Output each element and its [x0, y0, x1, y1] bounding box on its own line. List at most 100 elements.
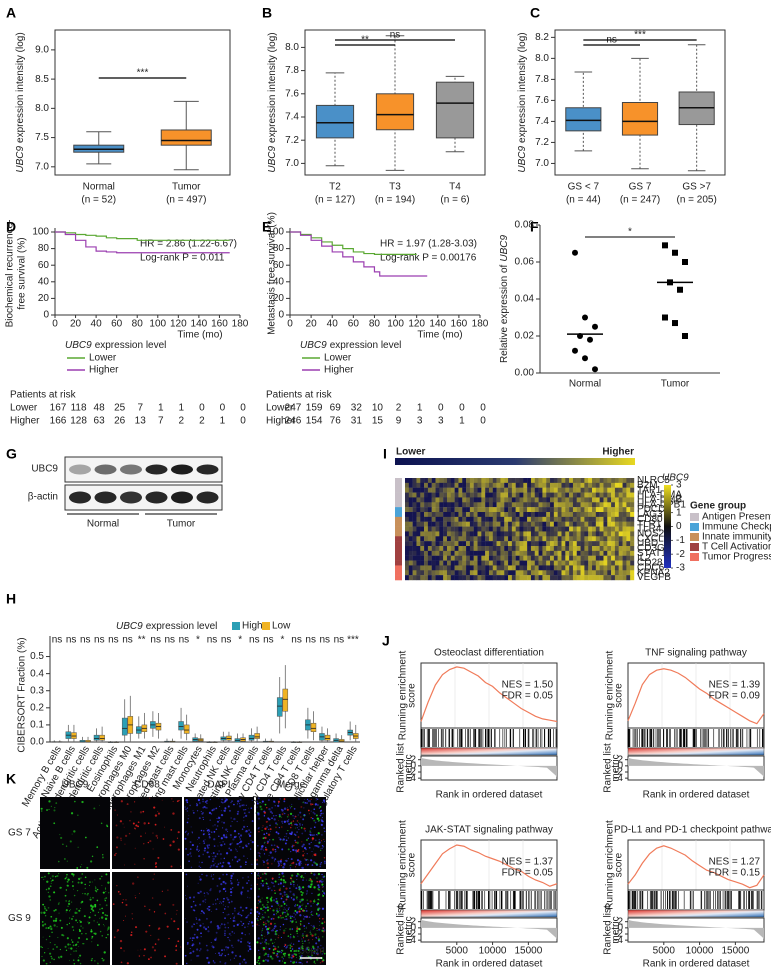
- y-tick-label: 0: [43, 310, 49, 321]
- risk-value: 76: [330, 416, 342, 427]
- heat-cell: [416, 541, 421, 547]
- risk-value: 13: [135, 416, 147, 427]
- signal-dot: [156, 837, 159, 839]
- y-tick-label: 0.1: [30, 720, 44, 731]
- heat-cell: [611, 575, 616, 581]
- heat-cell: [405, 497, 410, 503]
- heat-cell: [450, 487, 455, 493]
- signal-dot: [278, 908, 280, 910]
- point: [587, 336, 593, 343]
- signal-dot: [297, 906, 300, 909]
- heat-cell: [511, 521, 516, 527]
- heat-cell: [473, 487, 478, 493]
- signal-dot: [278, 873, 281, 876]
- signal-dot: [301, 940, 304, 943]
- heat-cell: [534, 487, 539, 493]
- heat-cell: [561, 492, 566, 498]
- heat-cell: [469, 541, 474, 547]
- y-tick-label: 0.0: [30, 737, 44, 748]
- signal-dot: [227, 927, 229, 929]
- heat-cell: [626, 512, 631, 518]
- signal-dot: [237, 842, 240, 845]
- heat-cell: [592, 550, 597, 556]
- y-tick-label: 8.0: [285, 42, 299, 53]
- heat-cell: [584, 536, 589, 542]
- signal-dot: [266, 842, 269, 844]
- signal-dot: [192, 900, 195, 903]
- risk-value: 26: [114, 416, 126, 427]
- signal-dot: [273, 913, 275, 916]
- signal-dot: [317, 884, 320, 887]
- heat-cell: [416, 575, 421, 581]
- signal-dot: [201, 910, 203, 913]
- heat-cell: [553, 565, 558, 571]
- heat-cell: [515, 575, 520, 581]
- heat-cell: [599, 512, 604, 518]
- signal-dot: [78, 945, 80, 947]
- heat-cell: [584, 516, 589, 522]
- heat-cell: [595, 550, 600, 556]
- signal-dot: [284, 962, 287, 964]
- signal-dot: [221, 827, 224, 829]
- signal-dot: [212, 860, 214, 863]
- heat-cell: [427, 512, 432, 518]
- gene-label: NLRC5: [637, 475, 670, 486]
- heat-cell: [416, 546, 421, 552]
- heat-cell: [405, 555, 410, 561]
- signal-dot: [240, 937, 243, 940]
- heat-cell: [592, 512, 597, 518]
- heat-cell: [424, 526, 429, 532]
- heat-cell: [424, 565, 429, 571]
- metric-label: Ranked list: [603, 905, 614, 955]
- heat-cell: [450, 531, 455, 537]
- signal-dot: [321, 833, 323, 836]
- signal-dot: [79, 919, 81, 922]
- point: [572, 347, 578, 354]
- signal-dot: [249, 942, 251, 944]
- signal-dot: [304, 931, 306, 933]
- signal-dot: [223, 821, 226, 824]
- signal-dot: [193, 909, 196, 912]
- signal-dot: [295, 896, 298, 899]
- heat-cell: [469, 512, 474, 518]
- x-tick-label: 80: [369, 319, 381, 330]
- heat-cell: [416, 555, 421, 561]
- gene-label: IL2: [637, 553, 651, 564]
- signal-dot: [198, 892, 200, 894]
- y-tick-label: 0.08: [515, 220, 535, 231]
- heat-cell: [462, 550, 467, 556]
- heat-cell: [603, 575, 608, 581]
- heat-cell: [553, 550, 558, 556]
- gene-label: VEGFB: [637, 572, 671, 583]
- heat-cell: [473, 531, 478, 537]
- risk-value: 0: [480, 403, 486, 414]
- signal-dot: [201, 812, 204, 815]
- heat-cell: [515, 531, 520, 537]
- signal-dot: [317, 902, 320, 905]
- signal-dot: [222, 900, 225, 903]
- signal-dot: [91, 935, 94, 938]
- panel-letter: E: [262, 219, 271, 235]
- heat-cell: [561, 497, 566, 503]
- heat-cell: [462, 536, 467, 542]
- heat-cell: [439, 541, 444, 547]
- heat-cell: [416, 497, 421, 503]
- heat-cell: [523, 487, 528, 493]
- colorbar-tick-label: 3: [676, 480, 682, 491]
- signal-dot: [200, 932, 202, 935]
- heat-cell: [569, 536, 574, 542]
- heat-cell: [611, 487, 616, 493]
- signal-dot: [273, 860, 275, 862]
- y-tick-label: 80: [38, 243, 50, 254]
- signal-dot: [234, 910, 236, 912]
- blot-band: [69, 464, 91, 475]
- signal-dot: [198, 799, 200, 801]
- hit-frame: [627, 727, 765, 749]
- gene-label: TLR1: [637, 519, 662, 530]
- n-label: (n = 44): [566, 195, 601, 206]
- signal-dot: [282, 879, 285, 882]
- heat-cell: [550, 546, 555, 552]
- signal-dot: [69, 840, 72, 843]
- signal-dot: [283, 945, 286, 948]
- risk-value: 3: [438, 416, 444, 427]
